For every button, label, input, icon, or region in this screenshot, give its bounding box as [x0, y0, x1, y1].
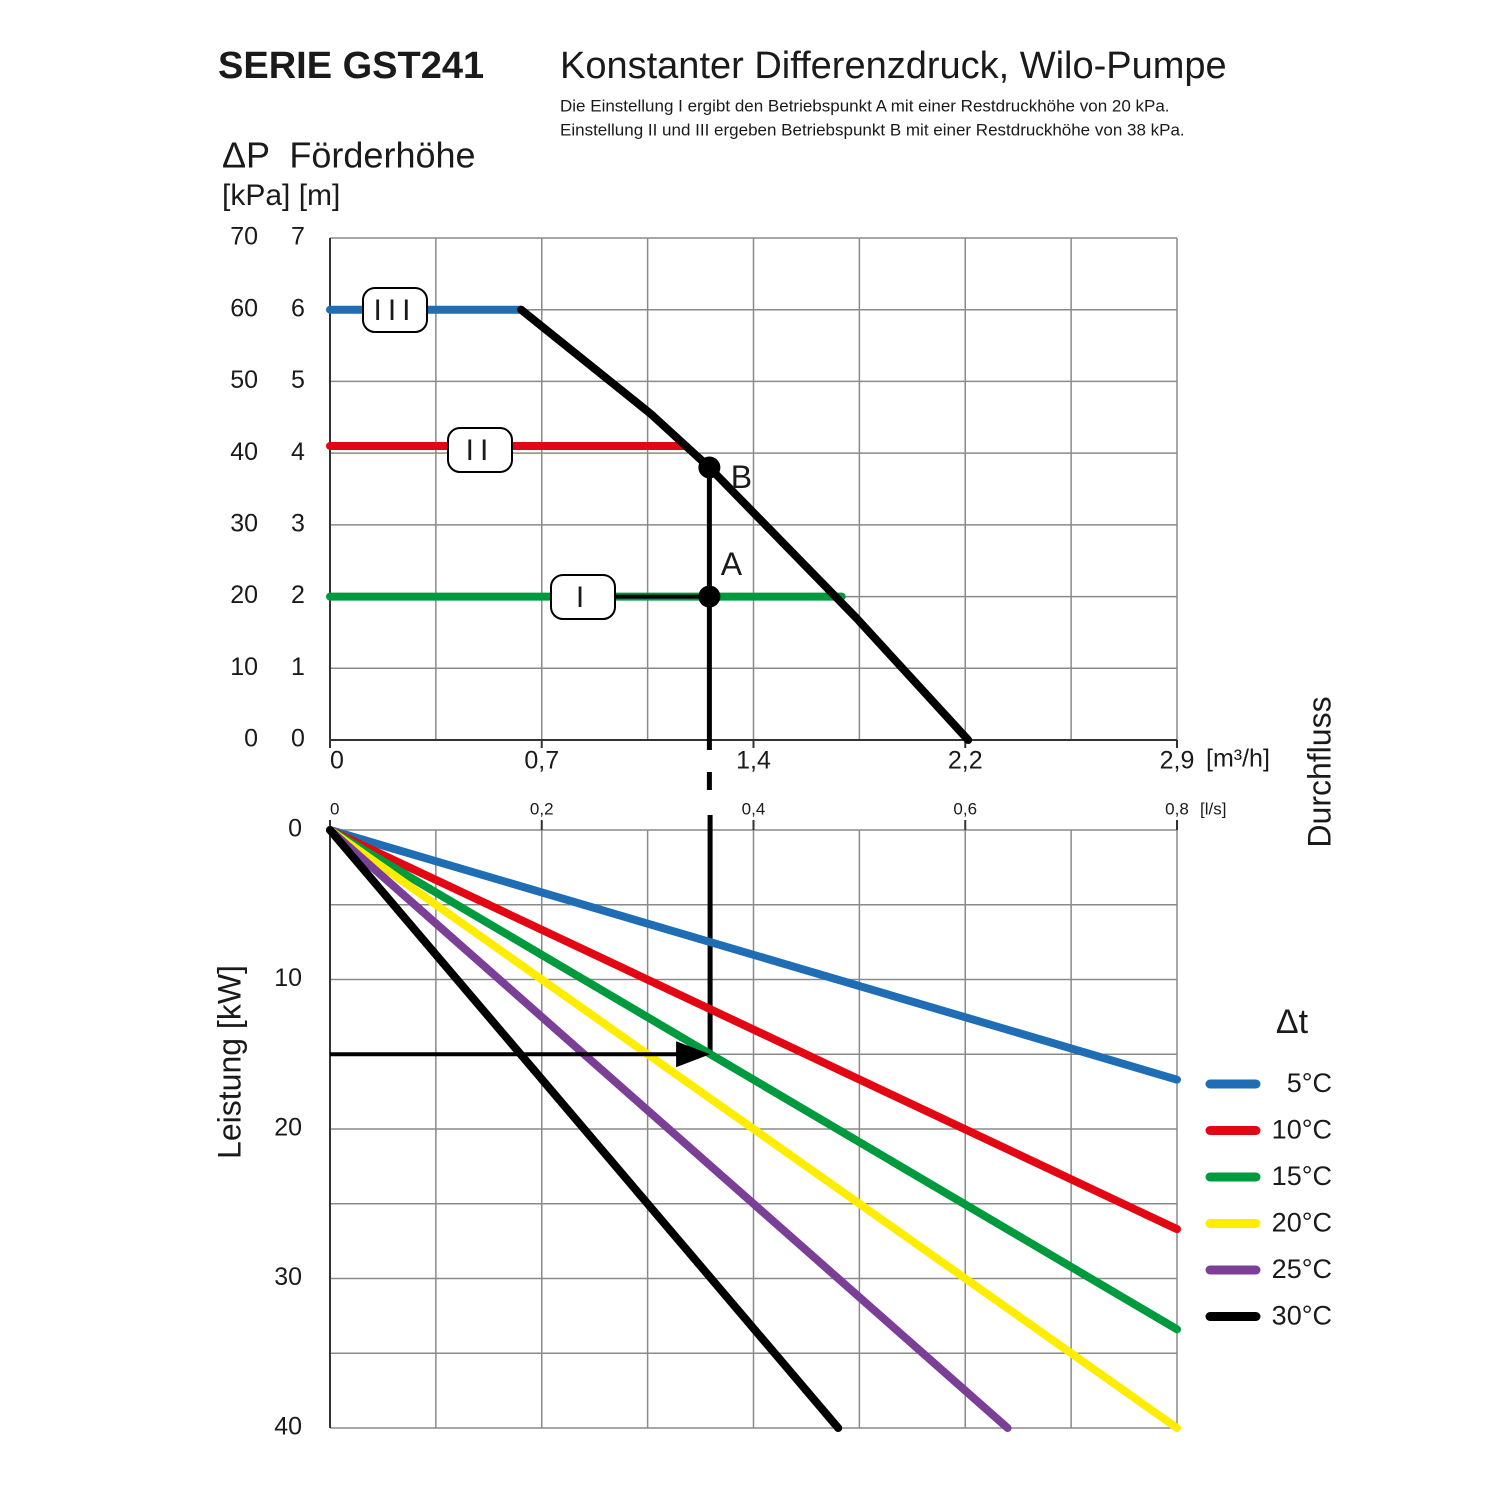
point-label: B [731, 459, 752, 495]
y-axis-label: [kPa] [m] [222, 179, 340, 212]
y-tick-label: 10 [230, 653, 258, 681]
y2-tick-label: 2 [291, 581, 305, 609]
y-tick-label: 60 [230, 294, 258, 322]
y2-tick-label: 7 [291, 223, 305, 251]
x-axis-title: Durchfluss [1301, 696, 1337, 847]
series-line [326, 826, 1181, 1334]
y-axis-title: Leistung [kW] [211, 965, 247, 1159]
y-tick-label: 0 [288, 815, 302, 843]
note: Die Einstellung I ergibt den Betriebspun… [560, 96, 1170, 115]
operating-point [698, 456, 721, 479]
series-line [326, 826, 1012, 1432]
x-tick-label: 0,7 [524, 747, 559, 775]
series-line [326, 826, 843, 1432]
x-tick-label: 0,2 [530, 799, 554, 818]
y-tick-label: 40 [274, 1413, 302, 1441]
x-tick-label: 2,2 [948, 747, 983, 775]
legend-label: 5°C [1287, 1068, 1332, 1098]
series-label-box [447, 427, 513, 473]
legend-label: 20°C [1272, 1208, 1332, 1238]
series-label: I [576, 581, 590, 614]
y2-tick-label: 6 [291, 294, 305, 322]
y2-tick-label: 0 [291, 725, 305, 753]
x-tick-label: 1,4 [736, 747, 771, 775]
series-line [326, 826, 1181, 1234]
y2-tick-label: 1 [291, 653, 305, 681]
y-tick-label: 50 [230, 366, 258, 394]
x-tick-label: 0,4 [742, 799, 766, 818]
x-axis-label: [l/s] [1200, 799, 1226, 818]
y-tick-label: 10 [274, 964, 302, 992]
legend-label: 10°C [1272, 1115, 1332, 1145]
x-tick-label: 0 [330, 747, 344, 775]
operating-point [698, 585, 721, 608]
y-tick-label: 40 [230, 438, 258, 466]
note: Einstellung II und III ergeben Betriebsp… [560, 120, 1185, 139]
legend-label: 30°C [1272, 1301, 1332, 1331]
x-tick-label: 0,6 [953, 799, 977, 818]
y2-tick-label: 5 [291, 366, 305, 394]
series-line [326, 826, 1181, 1432]
axis-title: ΔP Förderhöhe [222, 135, 476, 176]
series-title: SERIE GST241 [218, 45, 484, 87]
legend-title: Δt [1276, 1003, 1309, 1041]
chart-title: Konstanter Differenzdruck, Wilo-Pumpe [560, 45, 1227, 87]
x-tick-label: 0,8 [1165, 799, 1189, 818]
series-label: II [466, 434, 495, 467]
series-line [326, 826, 1181, 1084]
y-tick-label: 70 [230, 223, 258, 251]
x-axis-label: [m³/h] [1206, 745, 1270, 773]
series-label-box [550, 574, 616, 620]
y-tick-label: 20 [230, 581, 258, 609]
series-label-box [362, 287, 428, 333]
y-tick-label: 30 [274, 1263, 302, 1291]
y-tick-label: 30 [230, 509, 258, 537]
point-label: A [721, 546, 743, 582]
legend-label: 15°C [1272, 1161, 1332, 1191]
x-tick-label: 2,9 [1160, 747, 1195, 775]
series-label: III [373, 294, 416, 327]
y-tick-label: 20 [274, 1114, 302, 1142]
y-tick-label: 0 [244, 725, 258, 753]
y2-tick-label: 4 [291, 438, 305, 466]
arrow-head [676, 1041, 711, 1068]
legend-label: 25°C [1272, 1254, 1332, 1284]
y2-tick-label: 3 [291, 509, 305, 537]
x-tick-label: 0 [330, 799, 339, 818]
